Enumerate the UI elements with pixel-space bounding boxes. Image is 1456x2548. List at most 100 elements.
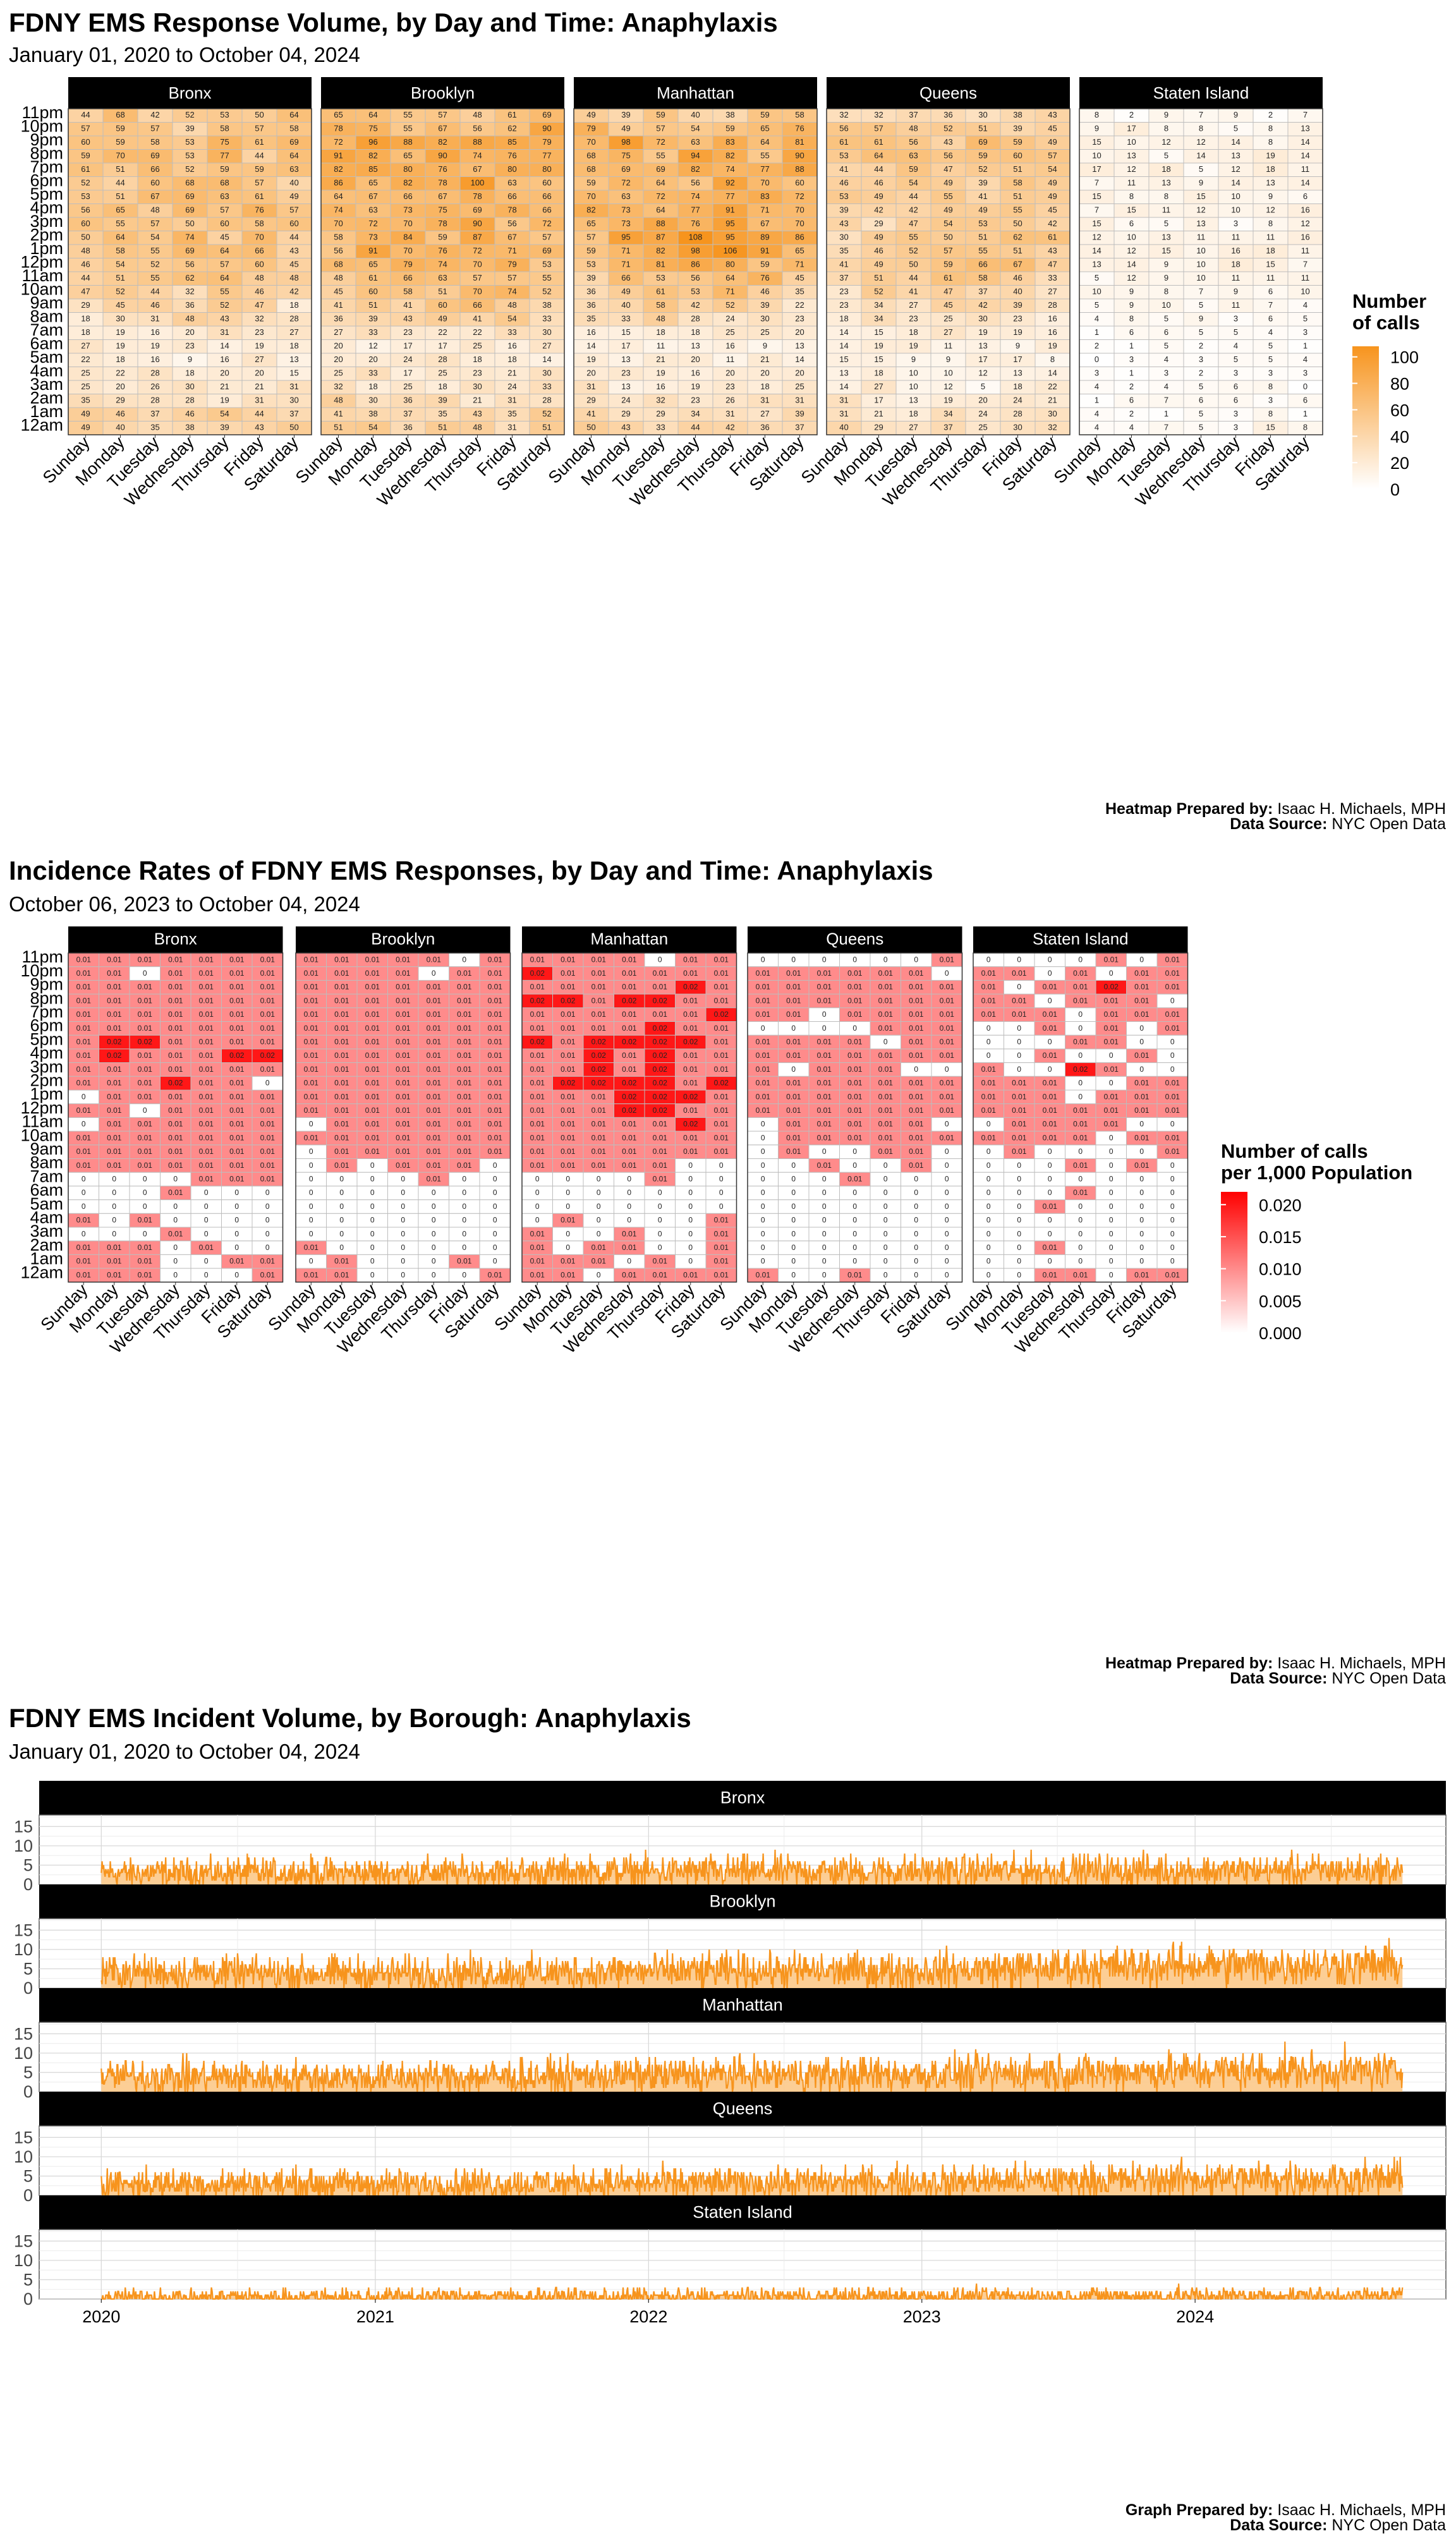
cell-value: 0: [1109, 1243, 1113, 1252]
cell-value: 0: [1078, 1024, 1083, 1033]
y-tick-label: 0: [23, 1875, 33, 1894]
cell-value: 50: [255, 110, 264, 119]
facet-strip: [321, 77, 564, 109]
cell-value: 0: [566, 1202, 570, 1211]
cell-value: 16: [656, 382, 665, 391]
cell-value: 35: [795, 287, 804, 296]
cell-value: 0.01: [817, 1106, 832, 1115]
cell-value: 34: [874, 314, 883, 324]
cell-value: 0.01: [229, 1133, 245, 1142]
cell-value: 52: [220, 300, 229, 310]
cell-value: 0.01: [229, 955, 245, 964]
cell-value: 0.01: [561, 1024, 576, 1033]
cell-value: 52: [943, 124, 952, 133]
cell-value: 59: [1013, 137, 1022, 147]
cell-value: 92: [725, 178, 734, 188]
cell-value: 51: [1013, 246, 1022, 255]
cell-value: 0.01: [334, 955, 349, 964]
cell-value: 51: [438, 287, 447, 296]
cell-value: 0: [265, 1188, 270, 1197]
cell-value: 57: [586, 233, 595, 242]
cell-value: 24: [978, 409, 987, 418]
cell-value: 5: [1164, 314, 1168, 324]
cell-value: 3: [1303, 368, 1307, 378]
cell-value: 13: [795, 341, 804, 351]
cell-value: 46: [1013, 273, 1022, 282]
cell-value: 2: [1129, 382, 1134, 391]
cell-value: 58: [220, 124, 229, 133]
cell-value: 0.01: [847, 1120, 863, 1129]
cell-value: 0.01: [653, 1257, 668, 1266]
cell-value: 0: [462, 955, 466, 964]
cell-value: 0.01: [786, 969, 801, 978]
cell-value: 49: [81, 423, 90, 432]
cell-value: 0.01: [76, 1038, 92, 1046]
cell-value: 0.01: [940, 1092, 955, 1101]
cell-value: 58: [289, 124, 298, 133]
cell-value: 38: [1013, 110, 1022, 119]
cell-value: 0: [761, 1024, 765, 1033]
cell-value: 76: [255, 205, 264, 215]
cell-value: 0.01: [199, 1079, 214, 1088]
cell-value: 33: [542, 382, 551, 391]
cell-value: 15: [1127, 205, 1136, 215]
cell-value: 0.01: [622, 1024, 637, 1033]
cell-value: 0.01: [138, 1133, 153, 1142]
cell-value: 0.01: [909, 1051, 924, 1060]
cell-value: 0.01: [138, 983, 153, 992]
cell-value: 0.02: [683, 1092, 698, 1101]
cell-value: 5: [1095, 300, 1099, 310]
cell-value: 0.01: [592, 1106, 607, 1115]
cell-value: 1: [1129, 368, 1134, 378]
timeseries-title: FDNY EMS Incident Volume, by Borough: An…: [9, 1703, 691, 1733]
cell-value: 75: [368, 124, 377, 133]
cell-value: 0.01: [138, 1243, 153, 1252]
cell-value: 15: [1092, 137, 1101, 147]
cell-value: 0.01: [530, 1051, 545, 1060]
cell-value: 0.01: [168, 955, 183, 964]
cell-value: 0.01: [304, 1079, 319, 1088]
cell-value: 0.01: [1043, 1079, 1058, 1088]
cell-value: 0.01: [107, 1243, 122, 1252]
cell-value: 56: [81, 205, 90, 215]
cell-value: 0: [1109, 969, 1113, 978]
cell-value: 0: [883, 1188, 888, 1197]
cell-value: 24: [1013, 396, 1022, 405]
cell-value: 57: [220, 260, 229, 269]
cell-value: 39: [621, 110, 630, 119]
cell-value: 0.01: [940, 1079, 955, 1088]
cell-value: 9: [763, 341, 767, 351]
cell-value: 0.01: [457, 1038, 472, 1046]
cell-value: 0: [370, 1188, 375, 1197]
cell-value: 0.01: [199, 1024, 214, 1033]
cell-value: 29: [81, 300, 90, 310]
cell-value: 90: [438, 151, 447, 161]
cell-value: 0: [112, 1188, 116, 1197]
cell-value: 91: [368, 246, 377, 255]
cell-value: 0.01: [817, 1092, 832, 1101]
cell-value: 0.01: [76, 1065, 92, 1074]
cell-value: 4: [1095, 314, 1099, 324]
cell-value: 47: [255, 300, 264, 310]
cell-value: 0: [309, 1120, 313, 1129]
cell-value: 30: [185, 382, 194, 391]
cell-value: 5: [1199, 327, 1203, 337]
cell-value: 49: [874, 260, 883, 269]
cell-value: 0.01: [847, 1092, 863, 1101]
cell-value: 0: [761, 1243, 765, 1252]
cell-value: 0: [822, 1010, 827, 1019]
cell-value: 9: [1268, 191, 1273, 201]
y-tick-label: 0: [23, 2082, 33, 2101]
cell-value: 44: [874, 164, 883, 174]
cell-value: 47: [943, 287, 952, 296]
cell-value: 67: [438, 124, 447, 133]
cell-value: 0: [719, 1161, 724, 1170]
cell-value: 30: [760, 314, 769, 324]
cell-value: 49: [874, 233, 883, 242]
cell-value: 0: [761, 1161, 765, 1170]
cell-value: 86: [334, 178, 343, 188]
cell-value: 77: [725, 191, 734, 201]
cell-value: 44: [116, 178, 124, 188]
cell-value: 0.01: [714, 1147, 729, 1156]
